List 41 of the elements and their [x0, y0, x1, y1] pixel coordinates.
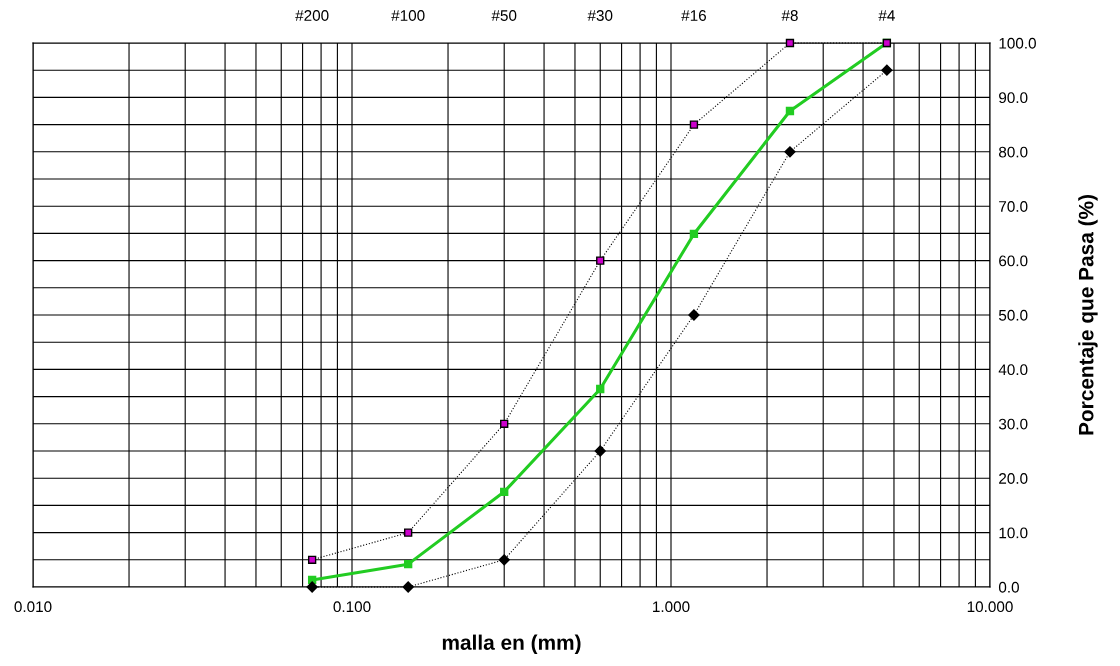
y-tick-label: 100.0: [999, 37, 1036, 49]
text: #4: [878, 10, 895, 21]
point: [404, 528, 413, 537]
point: [500, 487, 509, 496]
x-axis-title: malla en (mm): [442, 634, 581, 654]
x-tick-label: 1.000: [653, 601, 690, 613]
point: [594, 445, 606, 457]
point: [689, 120, 699, 129]
text: #100: [391, 10, 425, 21]
point: [498, 554, 510, 566]
point: [689, 229, 699, 239]
point: [402, 581, 414, 593]
text: #50: [491, 10, 517, 21]
y-tick-label: 70.0: [999, 201, 1028, 212]
text: #16: [681, 10, 707, 21]
point: [306, 581, 318, 593]
y-tick-label: 40.0: [998, 364, 1028, 376]
point: [500, 419, 509, 428]
x-tick-label: 10.000: [967, 601, 1013, 613]
point: [881, 64, 893, 76]
point: [404, 559, 413, 569]
x-tick-label: 0.100: [333, 601, 371, 613]
y-tick-label: 90.0: [999, 92, 1028, 104]
y-tick-label: 50.0: [998, 309, 1028, 321]
text: #200: [295, 10, 329, 21]
y-tick-label: 0.0: [998, 581, 1019, 593]
y-tick-label: 60.0: [999, 255, 1028, 267]
x-tick-label: 0.010: [14, 601, 52, 613]
point: [785, 106, 795, 116]
point: [596, 384, 605, 394]
y-tick-label: 20.0: [999, 473, 1028, 484]
point: [307, 555, 317, 564]
point: [784, 146, 796, 158]
point: [785, 38, 795, 48]
text: #30: [587, 10, 613, 21]
y-tick-label: 10.0: [999, 527, 1028, 539]
y-tick-label: 30.0: [998, 418, 1028, 430]
y-axis-title: Porcentaje que Pasa (%): [1078, 195, 1098, 435]
y-tick-label: 80.0: [999, 146, 1028, 158]
text: #8: [781, 10, 798, 21]
point: [596, 256, 605, 265]
